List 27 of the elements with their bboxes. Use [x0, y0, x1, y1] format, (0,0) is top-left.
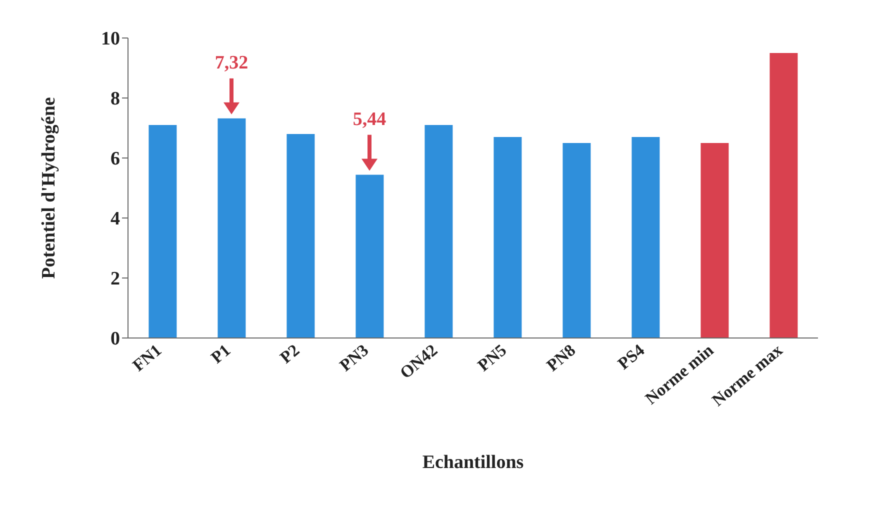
annotation: 7,32	[214, 52, 248, 74]
x-tick-label: PN5	[474, 340, 510, 376]
bar	[218, 118, 246, 338]
bar	[494, 137, 522, 338]
y-tick-label: 2	[110, 268, 120, 290]
annotation: 5,44	[352, 108, 387, 130]
y-tick-label: 6	[110, 148, 120, 170]
bar	[562, 143, 591, 338]
y-tick-label: 10	[101, 28, 120, 50]
bar	[700, 143, 729, 338]
y-tick-label: 0	[110, 328, 120, 350]
bar	[148, 125, 177, 338]
bar	[356, 174, 384, 338]
x-tick-label: PS4	[614, 340, 648, 374]
x-tick-label: FN1	[128, 340, 166, 376]
y-axis-title: Potentiel d'Hydrogéne	[38, 97, 60, 279]
x-axis-title: Echantillons	[422, 452, 524, 473]
bar	[286, 134, 315, 338]
bar	[424, 125, 453, 338]
x-tick-label: P1	[207, 340, 234, 368]
x-tick-label: PN8	[542, 340, 580, 376]
bar	[632, 137, 660, 338]
x-tick-label: PN3	[336, 340, 372, 376]
bar	[770, 53, 798, 338]
y-tick-label: 4	[110, 208, 120, 230]
y-tick-label: 8	[110, 88, 120, 110]
x-tick-label: P2	[276, 340, 304, 368]
